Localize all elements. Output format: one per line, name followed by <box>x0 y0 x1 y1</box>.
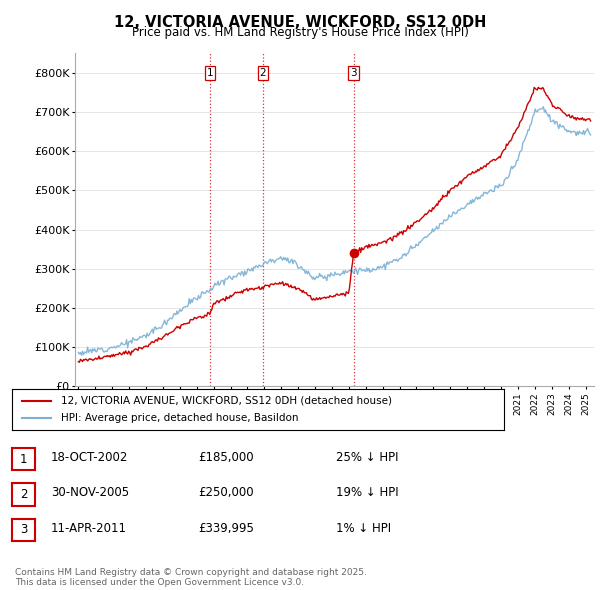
Text: 1% ↓ HPI: 1% ↓ HPI <box>336 522 391 535</box>
Text: 2: 2 <box>260 68 266 78</box>
Text: 1: 1 <box>20 453 27 466</box>
Text: Contains HM Land Registry data © Crown copyright and database right 2025.
This d: Contains HM Land Registry data © Crown c… <box>15 568 367 587</box>
Text: 3: 3 <box>350 68 357 78</box>
Text: 3: 3 <box>20 523 27 536</box>
Text: £250,000: £250,000 <box>198 486 254 499</box>
Text: 30-NOV-2005: 30-NOV-2005 <box>51 486 129 499</box>
Text: 25% ↓ HPI: 25% ↓ HPI <box>336 451 398 464</box>
Text: £185,000: £185,000 <box>198 451 254 464</box>
Text: 19% ↓ HPI: 19% ↓ HPI <box>336 486 398 499</box>
Text: 12, VICTORIA AVENUE, WICKFORD, SS12 0DH: 12, VICTORIA AVENUE, WICKFORD, SS12 0DH <box>114 15 486 30</box>
Text: 18-OCT-2002: 18-OCT-2002 <box>51 451 128 464</box>
Text: 11-APR-2011: 11-APR-2011 <box>51 522 127 535</box>
Text: £339,995: £339,995 <box>198 522 254 535</box>
Text: Price paid vs. HM Land Registry's House Price Index (HPI): Price paid vs. HM Land Registry's House … <box>131 26 469 39</box>
Text: 12, VICTORIA AVENUE, WICKFORD, SS12 0DH (detached house): 12, VICTORIA AVENUE, WICKFORD, SS12 0DH … <box>61 396 392 406</box>
Text: 2: 2 <box>20 488 27 501</box>
Text: 1: 1 <box>207 68 214 78</box>
Text: HPI: Average price, detached house, Basildon: HPI: Average price, detached house, Basi… <box>61 413 299 423</box>
